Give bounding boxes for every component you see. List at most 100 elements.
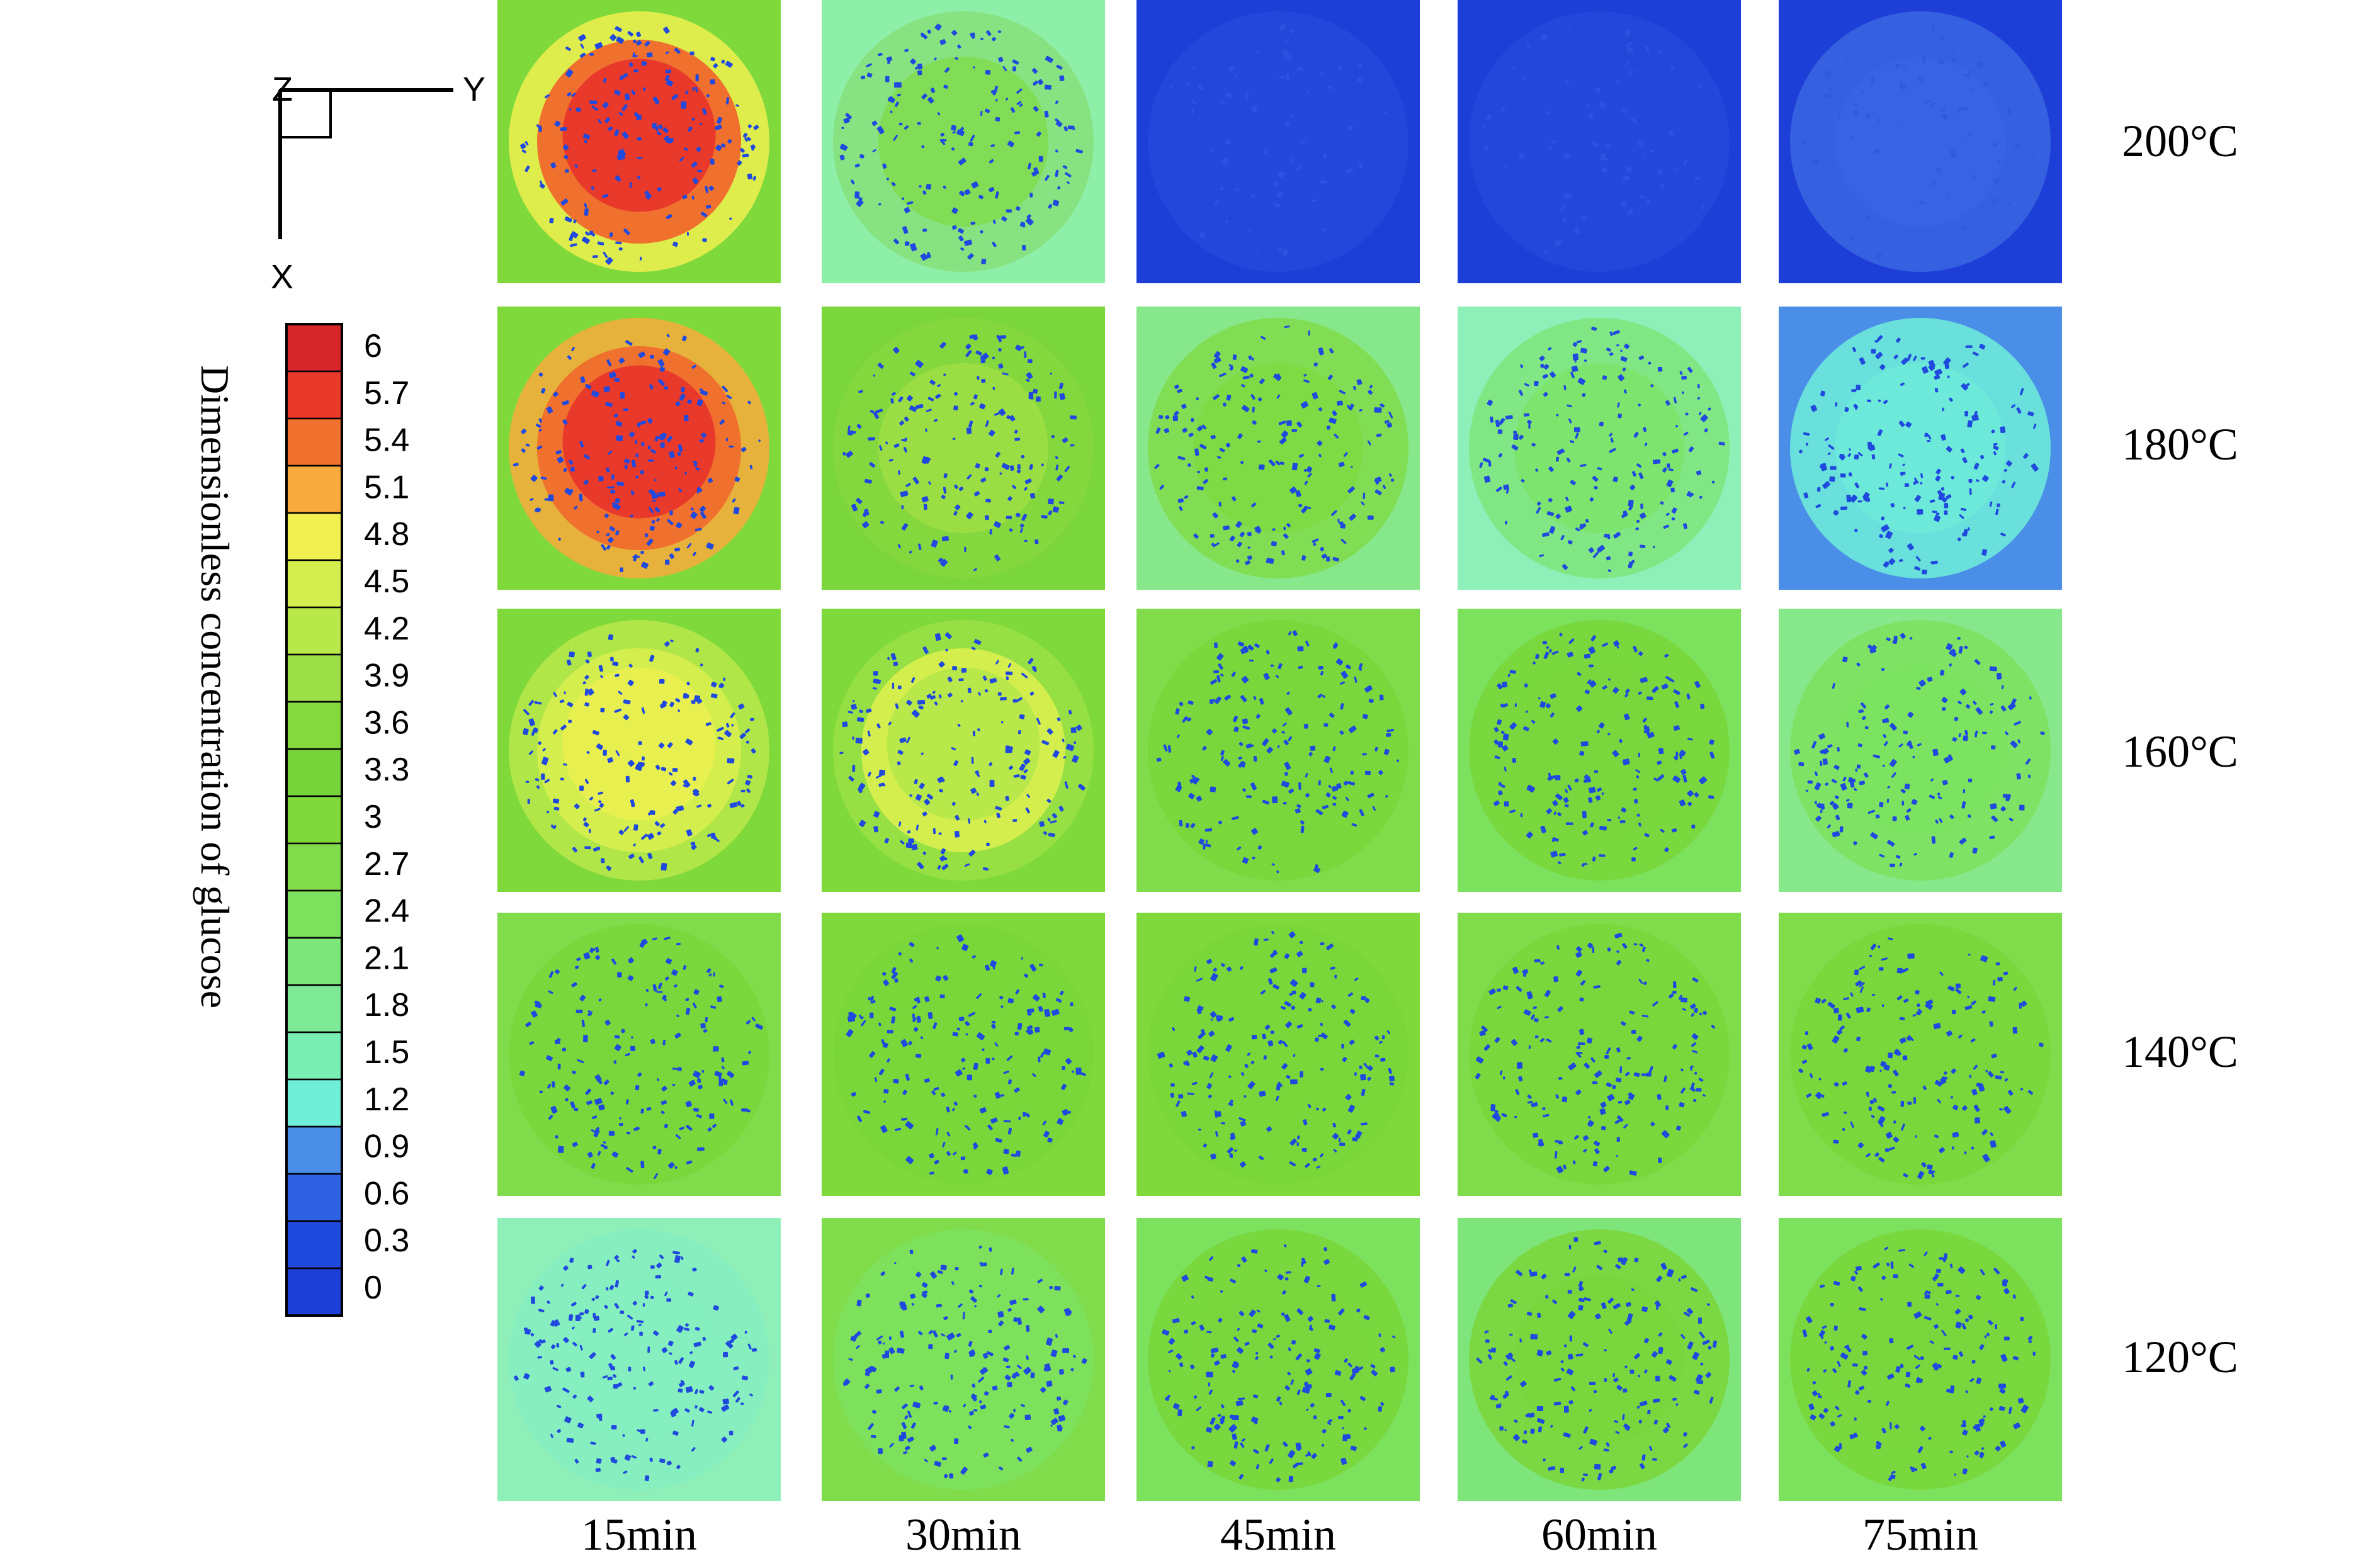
- colorbar-swatch: [285, 748, 343, 797]
- colorbar-tick-label: 5.4: [364, 422, 409, 459]
- colorbar-swatch: [285, 1125, 343, 1175]
- panel-core: [878, 57, 1048, 227]
- colorbar-tick-label: 0.6: [364, 1175, 409, 1212]
- colorbar-swatch: [285, 1267, 343, 1317]
- panel-core: [1193, 969, 1363, 1139]
- colorbar-tick-label: 5.1: [364, 469, 409, 505]
- column-label: 30min: [905, 1509, 1021, 1560]
- concentration-panel: [497, 609, 781, 892]
- panel-core: [1514, 363, 1684, 533]
- colorbar-swatch: [285, 701, 343, 750]
- colorbar-tick-label: 1.8: [364, 987, 409, 1023]
- colorbar-swatch: [285, 370, 343, 420]
- concentration-panel: [1458, 913, 1741, 1196]
- colorbar-tick-label: 0.3: [364, 1222, 409, 1259]
- panel-particles: [842, 334, 1077, 572]
- panel-particles: [839, 632, 1085, 871]
- panel-core: [1514, 665, 1684, 835]
- colorbar-tick-label: 6: [364, 328, 382, 364]
- panel-core: [878, 1275, 1048, 1445]
- panel-core: [1514, 969, 1684, 1139]
- panel-particles: [520, 26, 759, 265]
- colorbar-tick-label: 3.3: [364, 752, 409, 788]
- panel-particles: [523, 634, 756, 871]
- panel-core: [1835, 1275, 2005, 1445]
- concentration-panel: [822, 0, 1105, 283]
- row-labels: 200°C 180°C 160°C 140°C 120°C: [2122, 116, 2238, 1382]
- panel-core: [554, 969, 724, 1139]
- panel-particles: [839, 23, 1083, 264]
- colorbar-tick-label: 0: [364, 1270, 382, 1306]
- concentration-panel: [1458, 1218, 1741, 1501]
- colorbar-swatch: [285, 795, 343, 845]
- panel-particles: [842, 1245, 1087, 1479]
- colorbar-title: Dimensionless concentration of glucose: [193, 365, 237, 1008]
- panel-particles: [1475, 933, 1716, 1176]
- colorbar: 6 5.7 5.4 5.1 4.8 4.5 4.2 3.9 3.6 3.3 3 2.7 2.4 2.1 1.…: [285, 323, 409, 1317]
- colorbar-swatch: [285, 1031, 343, 1081]
- panel-core: [554, 1275, 724, 1445]
- column-label: 45min: [1220, 1509, 1336, 1560]
- colorbar-tick-label: 1.5: [364, 1034, 409, 1071]
- panel-core: [1835, 363, 2005, 533]
- concentration-panel: [497, 307, 781, 590]
- panel-hot-core: [562, 365, 716, 519]
- panel-particles: [1493, 633, 1715, 867]
- panel-core: [1193, 665, 1363, 835]
- panel-particles: [1157, 930, 1395, 1169]
- concentration-panel: [1779, 1218, 2062, 1501]
- panel-core: [1193, 1275, 1363, 1445]
- colorbar-swatch: [285, 1078, 343, 1128]
- panel-particles: [519, 937, 763, 1180]
- concentration-panel: [822, 1218, 1105, 1501]
- concentration-panel: [1779, 307, 2062, 590]
- colorbar-swatch: [285, 937, 343, 986]
- colorbar-tick-label: 3.9: [364, 658, 409, 694]
- column-labels: 15min 30min 45min 60min 75min: [581, 1509, 1978, 1560]
- colorbar-swatch: [285, 559, 343, 609]
- column-label: 60min: [1541, 1509, 1657, 1560]
- concentration-panel: [497, 913, 781, 1196]
- concentration-panel: [1136, 1218, 1420, 1501]
- colorbar-swatch: [285, 417, 343, 467]
- concentration-panel: [1136, 307, 1420, 590]
- panel-hot-core: [887, 667, 1040, 821]
- panel-core: [1193, 57, 1363, 227]
- concentration-panel: [1779, 0, 2062, 283]
- colorbar-swatch: [285, 1173, 343, 1222]
- axes-indicator: Z Y X: [271, 70, 485, 296]
- panel-particles: [1162, 1244, 1396, 1482]
- axis-x-label: X: [271, 258, 293, 296]
- axis-z-label: Z: [272, 70, 293, 108]
- colorbar-swatch: [285, 653, 343, 703]
- panel-core: [1193, 363, 1363, 533]
- panel-grid: [497, 0, 2062, 1501]
- column-label: 75min: [1862, 1509, 1978, 1560]
- concentration-panel: [1458, 609, 1741, 892]
- panel-particles: [1479, 326, 1725, 572]
- concentration-panel: [822, 609, 1105, 892]
- panel-particles: [1802, 1246, 2036, 1481]
- colorbar-tick-label: 2.1: [364, 940, 409, 976]
- panel-particles: [1476, 1237, 1717, 1482]
- panel-core: [878, 969, 1048, 1139]
- colorbar-tick-label: 3: [364, 799, 382, 835]
- colorbar-swatch: [285, 323, 343, 373]
- colorbar-swatch: [285, 1220, 343, 1270]
- colorbar-tick-label: 4.8: [364, 516, 409, 553]
- colorbar-tick-label: 2.7: [364, 846, 409, 882]
- panel-particles: [513, 1249, 757, 1482]
- concentration-panel: [822, 307, 1105, 590]
- concentration-panel: [1779, 609, 2062, 892]
- concentration-panel: [822, 913, 1105, 1196]
- colorbar-frame: [285, 323, 343, 1317]
- panel-core: [1835, 969, 2005, 1139]
- colorbar-tick-label: 3.6: [364, 704, 409, 741]
- concentration-panel: [1458, 0, 1741, 283]
- panel-particles: [1794, 633, 2045, 867]
- colorbar-swatch: [285, 606, 343, 656]
- panel-particles: [846, 934, 1086, 1175]
- colorbar-swatch: [285, 465, 343, 514]
- panel-particles: [1798, 937, 2044, 1180]
- row-label: 180°C: [2122, 419, 2238, 470]
